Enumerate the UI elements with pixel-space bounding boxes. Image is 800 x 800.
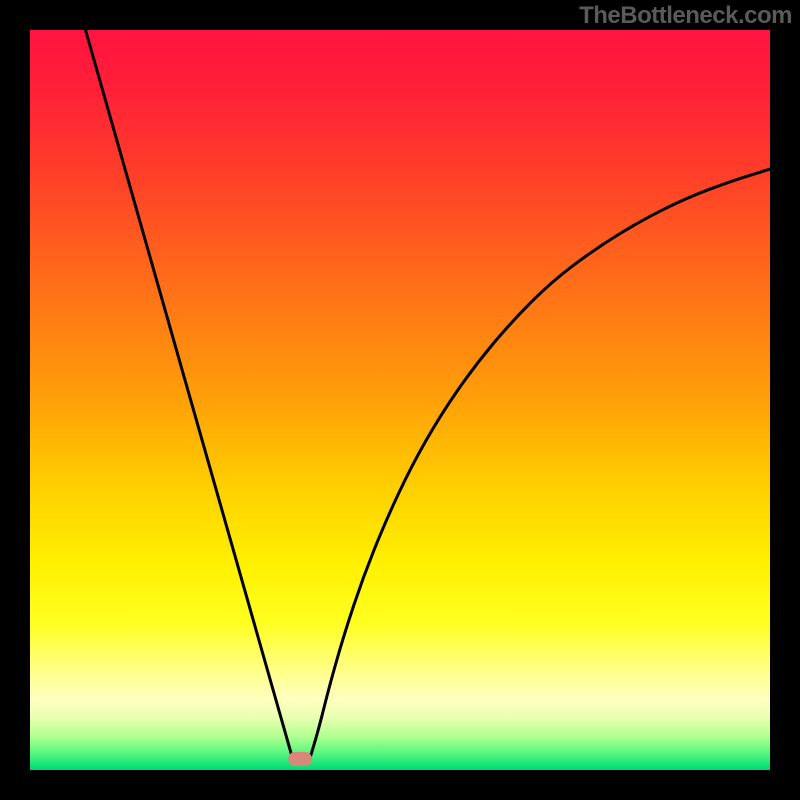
bottleneck-chart: [0, 0, 800, 800]
optimal-marker: [288, 752, 312, 766]
chart-frame: TheBottleneck.com: [0, 0, 800, 800]
gradient-background: [30, 30, 770, 770]
